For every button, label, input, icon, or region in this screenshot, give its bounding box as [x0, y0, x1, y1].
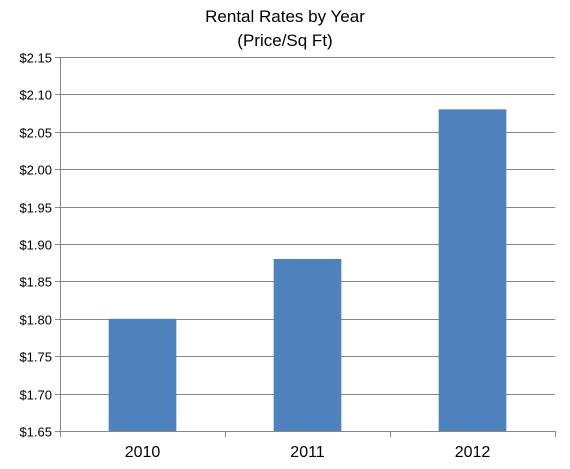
y-tick-label: $2.15 — [19, 51, 52, 66]
chart-title: Rental Rates by Year — [205, 7, 365, 26]
y-tick-label: $1.70 — [19, 388, 52, 403]
y-tick-label: $2.00 — [19, 163, 52, 178]
y-tick-label: $1.80 — [19, 313, 52, 328]
y-tick-label: $2.05 — [19, 126, 52, 141]
x-tick-label: 2012 — [455, 444, 491, 461]
bar-2010 — [108, 318, 177, 431]
y-tick-label: $1.65 — [19, 425, 52, 440]
y-tick-label: $1.75 — [19, 350, 52, 365]
y-tick-label: $1.90 — [19, 238, 52, 253]
bar-2012 — [438, 109, 507, 432]
y-tick-label: $1.85 — [19, 275, 52, 290]
x-tick-label: 2010 — [125, 444, 161, 461]
chart-subtitle: (Price/Sq Ft) — [237, 31, 333, 50]
y-tick-label: $2.10 — [19, 88, 52, 103]
y-tick-label: $1.95 — [19, 201, 52, 216]
x-tick-label: 2011 — [290, 444, 325, 461]
bar-2011 — [273, 258, 342, 431]
